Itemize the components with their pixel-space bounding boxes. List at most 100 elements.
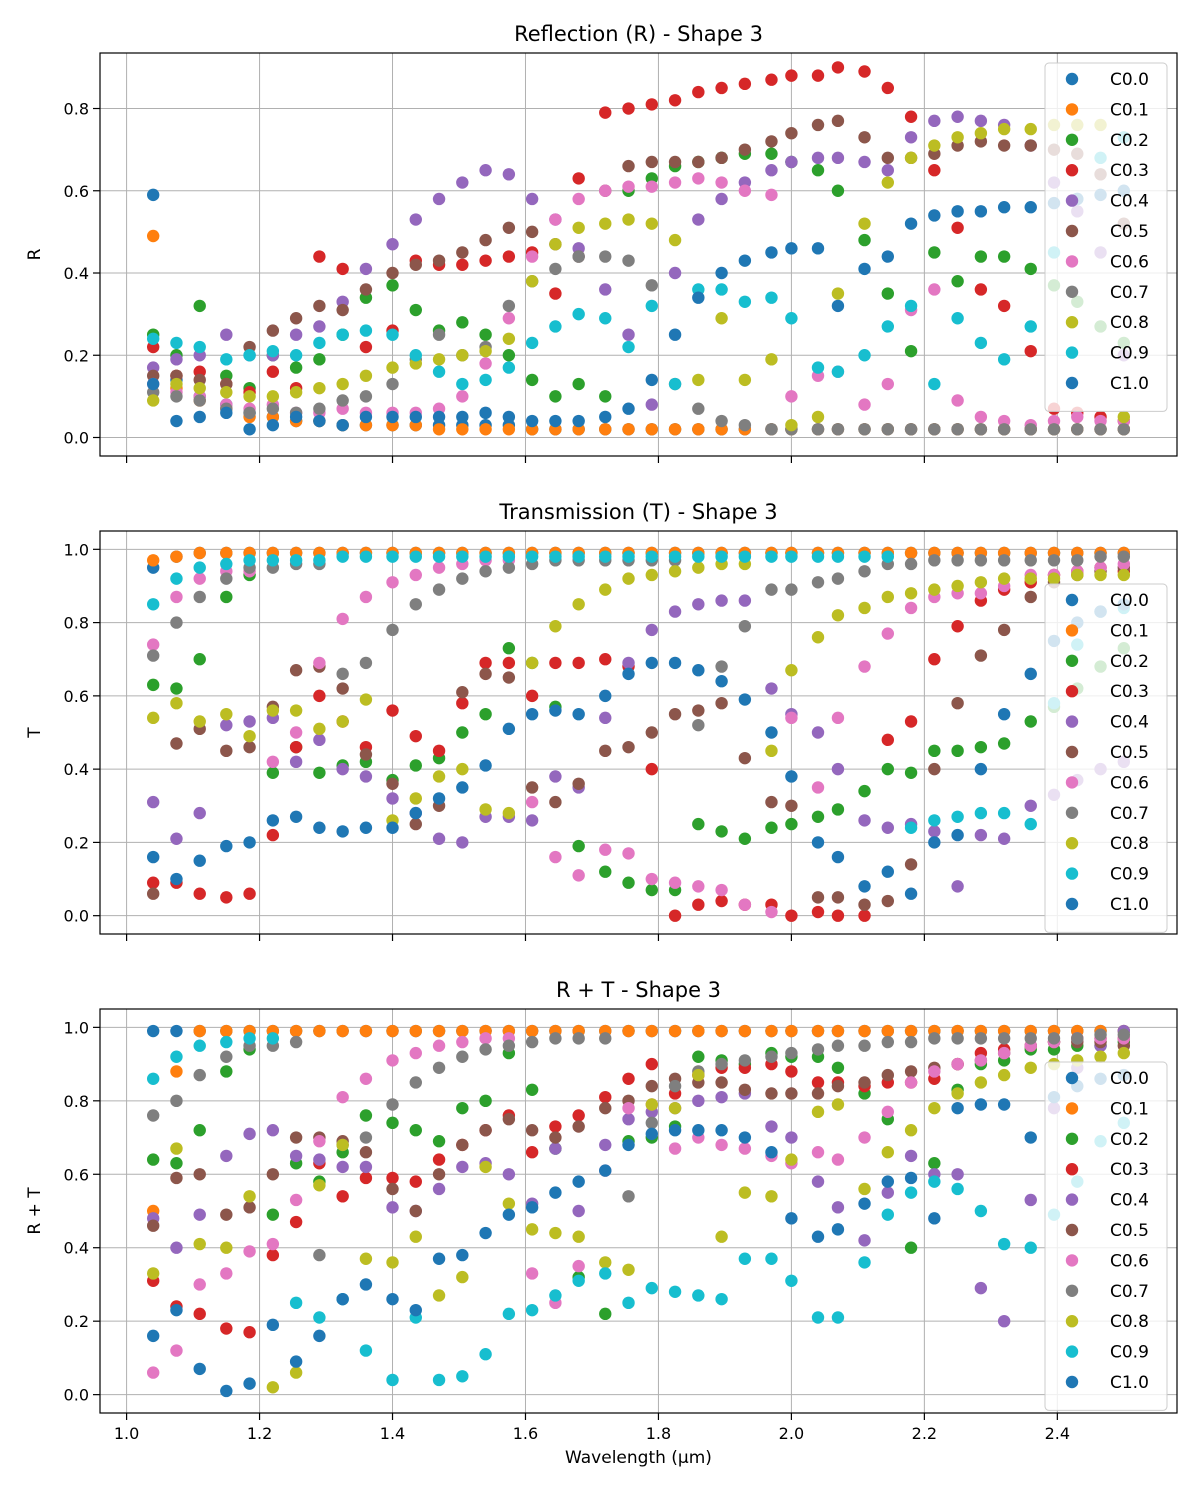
- data-point: [765, 291, 778, 304]
- data-point: [456, 686, 469, 699]
- data-point: [858, 398, 871, 411]
- data-point: [858, 1234, 871, 1247]
- data-point: [386, 279, 399, 292]
- data-point: [811, 726, 825, 739]
- data-point: [974, 828, 988, 842]
- data-point: [193, 653, 206, 666]
- data-point: [715, 151, 728, 165]
- data-point: [289, 1355, 303, 1368]
- data-point: [525, 1035, 539, 1049]
- data-point: [359, 1146, 373, 1159]
- data-point: [645, 1098, 658, 1111]
- data-point: [715, 1292, 728, 1306]
- data-point: [765, 821, 778, 834]
- data-point: [336, 262, 349, 276]
- data-point: [146, 1153, 160, 1166]
- data-point: [432, 1039, 446, 1052]
- data-point: [359, 1072, 373, 1085]
- data-point: [951, 1087, 964, 1100]
- data-point: [1094, 568, 1107, 582]
- data-point: [811, 1230, 825, 1243]
- data-point: [336, 715, 349, 728]
- data-point: [359, 1252, 373, 1265]
- data-point: [243, 554, 256, 567]
- data-point: [456, 410, 469, 424]
- data-point: [479, 406, 492, 420]
- data-point: [951, 205, 964, 218]
- data-point: [1024, 554, 1037, 567]
- data-point: [313, 554, 326, 567]
- data-point: [456, 836, 469, 849]
- data-point: [220, 1267, 233, 1280]
- data-point: [974, 762, 988, 776]
- data-point: [409, 1124, 422, 1137]
- data-point: [951, 1032, 964, 1045]
- data-point: [928, 814, 941, 827]
- data-point: [313, 689, 326, 703]
- data-point: [811, 163, 825, 177]
- data-point: [881, 250, 895, 263]
- legend-label: C0.7: [1110, 1282, 1149, 1302]
- data-point: [289, 810, 303, 823]
- data-points: [146, 1024, 1131, 1398]
- data-point: [951, 1182, 964, 1196]
- data-point: [386, 266, 399, 280]
- data-point: [765, 1146, 778, 1159]
- data-point: [479, 550, 492, 563]
- data-point: [645, 180, 658, 193]
- legend-marker: [1065, 715, 1079, 728]
- data-point: [193, 1068, 206, 1082]
- data-point: [1024, 262, 1037, 276]
- data-point: [266, 1124, 280, 1137]
- legend-label: C0.5: [1110, 222, 1149, 242]
- data-point: [831, 1311, 845, 1324]
- data-point: [146, 711, 160, 725]
- data-point: [974, 423, 988, 436]
- data-point: [692, 561, 705, 574]
- legend-label: C0.2: [1110, 131, 1149, 151]
- data-point: [974, 336, 988, 350]
- data-point: [525, 192, 539, 206]
- data-point: [831, 909, 845, 922]
- data-point: [502, 410, 516, 424]
- data-point: [479, 344, 492, 358]
- data-point: [502, 656, 516, 670]
- legend-marker: [1065, 1102, 1079, 1115]
- data-point: [997, 353, 1011, 366]
- data-point: [928, 1212, 941, 1225]
- data-point: [904, 601, 918, 615]
- data-point: [692, 1124, 705, 1137]
- data-point: [715, 883, 728, 897]
- data-point: [858, 909, 871, 922]
- data-point: [386, 704, 399, 717]
- data-point: [432, 1289, 446, 1302]
- data-point: [738, 898, 752, 911]
- data-point: [928, 744, 941, 758]
- data-point: [831, 762, 845, 776]
- plot-frame: [99, 530, 1178, 935]
- data-point: [785, 711, 798, 725]
- data-point: [456, 1270, 469, 1284]
- legend-label: C0.1: [1110, 621, 1149, 641]
- data-point: [765, 1024, 778, 1038]
- data-point: [432, 1182, 446, 1196]
- data-point: [386, 377, 399, 391]
- data-point: [220, 1384, 233, 1398]
- data-point: [1094, 550, 1107, 563]
- data-point: [432, 1373, 446, 1387]
- data-point: [599, 217, 612, 230]
- data-point: [904, 887, 918, 900]
- data-point: [715, 696, 728, 710]
- data-point: [645, 550, 658, 563]
- data-point: [881, 320, 895, 333]
- data-point: [359, 590, 373, 604]
- data-point: [622, 340, 635, 354]
- data-point: [645, 279, 658, 292]
- data-point: [715, 1076, 728, 1089]
- data-point: [313, 821, 326, 834]
- data-point: [1117, 550, 1131, 563]
- data-point: [146, 1024, 160, 1038]
- data-point: [289, 1215, 303, 1229]
- data-point: [386, 1171, 399, 1185]
- data-point: [146, 394, 160, 407]
